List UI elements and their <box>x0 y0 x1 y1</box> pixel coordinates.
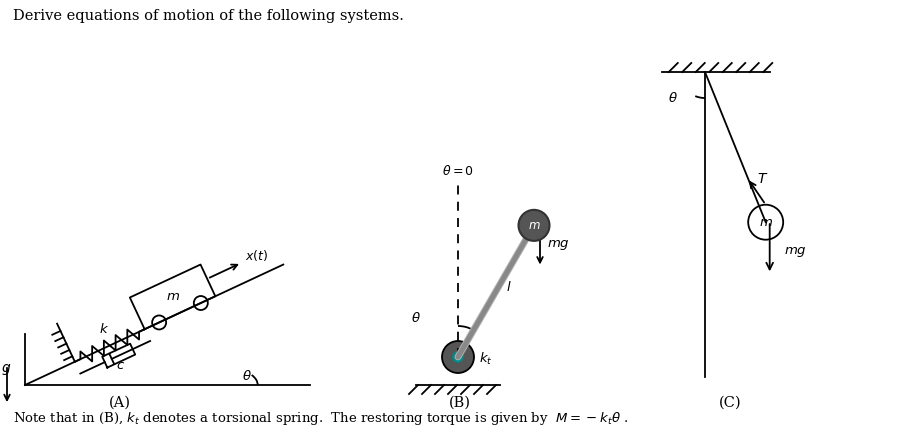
Circle shape <box>518 210 549 241</box>
Text: $g$: $g$ <box>1 362 11 377</box>
Text: $T$: $T$ <box>757 172 768 186</box>
Text: Derive equations of motion of the following systems.: Derive equations of motion of the follow… <box>13 9 404 23</box>
Text: $\theta$: $\theta$ <box>242 369 251 383</box>
Text: (C): (C) <box>718 396 741 410</box>
Text: $m$: $m$ <box>166 290 179 303</box>
Text: $k_t$: $k_t$ <box>478 351 492 367</box>
Text: $k$: $k$ <box>98 322 108 336</box>
Text: $m$: $m$ <box>758 216 772 229</box>
Text: $x(t)$: $x(t)$ <box>244 248 268 263</box>
Text: (A): (A) <box>109 396 131 410</box>
Circle shape <box>747 205 783 240</box>
Text: (B): (B) <box>448 396 470 410</box>
Text: $\theta=0$: $\theta=0$ <box>442 164 474 178</box>
Text: $l$: $l$ <box>506 280 511 294</box>
Text: $c$: $c$ <box>116 359 125 372</box>
Circle shape <box>453 352 463 362</box>
Circle shape <box>442 341 474 373</box>
Text: $m$: $m$ <box>527 219 539 232</box>
Text: Note that in (B), $k_t$ denotes a torsional spring.  The restoring torque is giv: Note that in (B), $k_t$ denotes a torsio… <box>13 410 628 427</box>
Text: $\theta$: $\theta$ <box>668 91 677 105</box>
Text: $\theta$: $\theta$ <box>411 311 421 325</box>
Text: $mg$: $mg$ <box>783 245 805 259</box>
Text: $mg$: $mg$ <box>547 238 569 252</box>
